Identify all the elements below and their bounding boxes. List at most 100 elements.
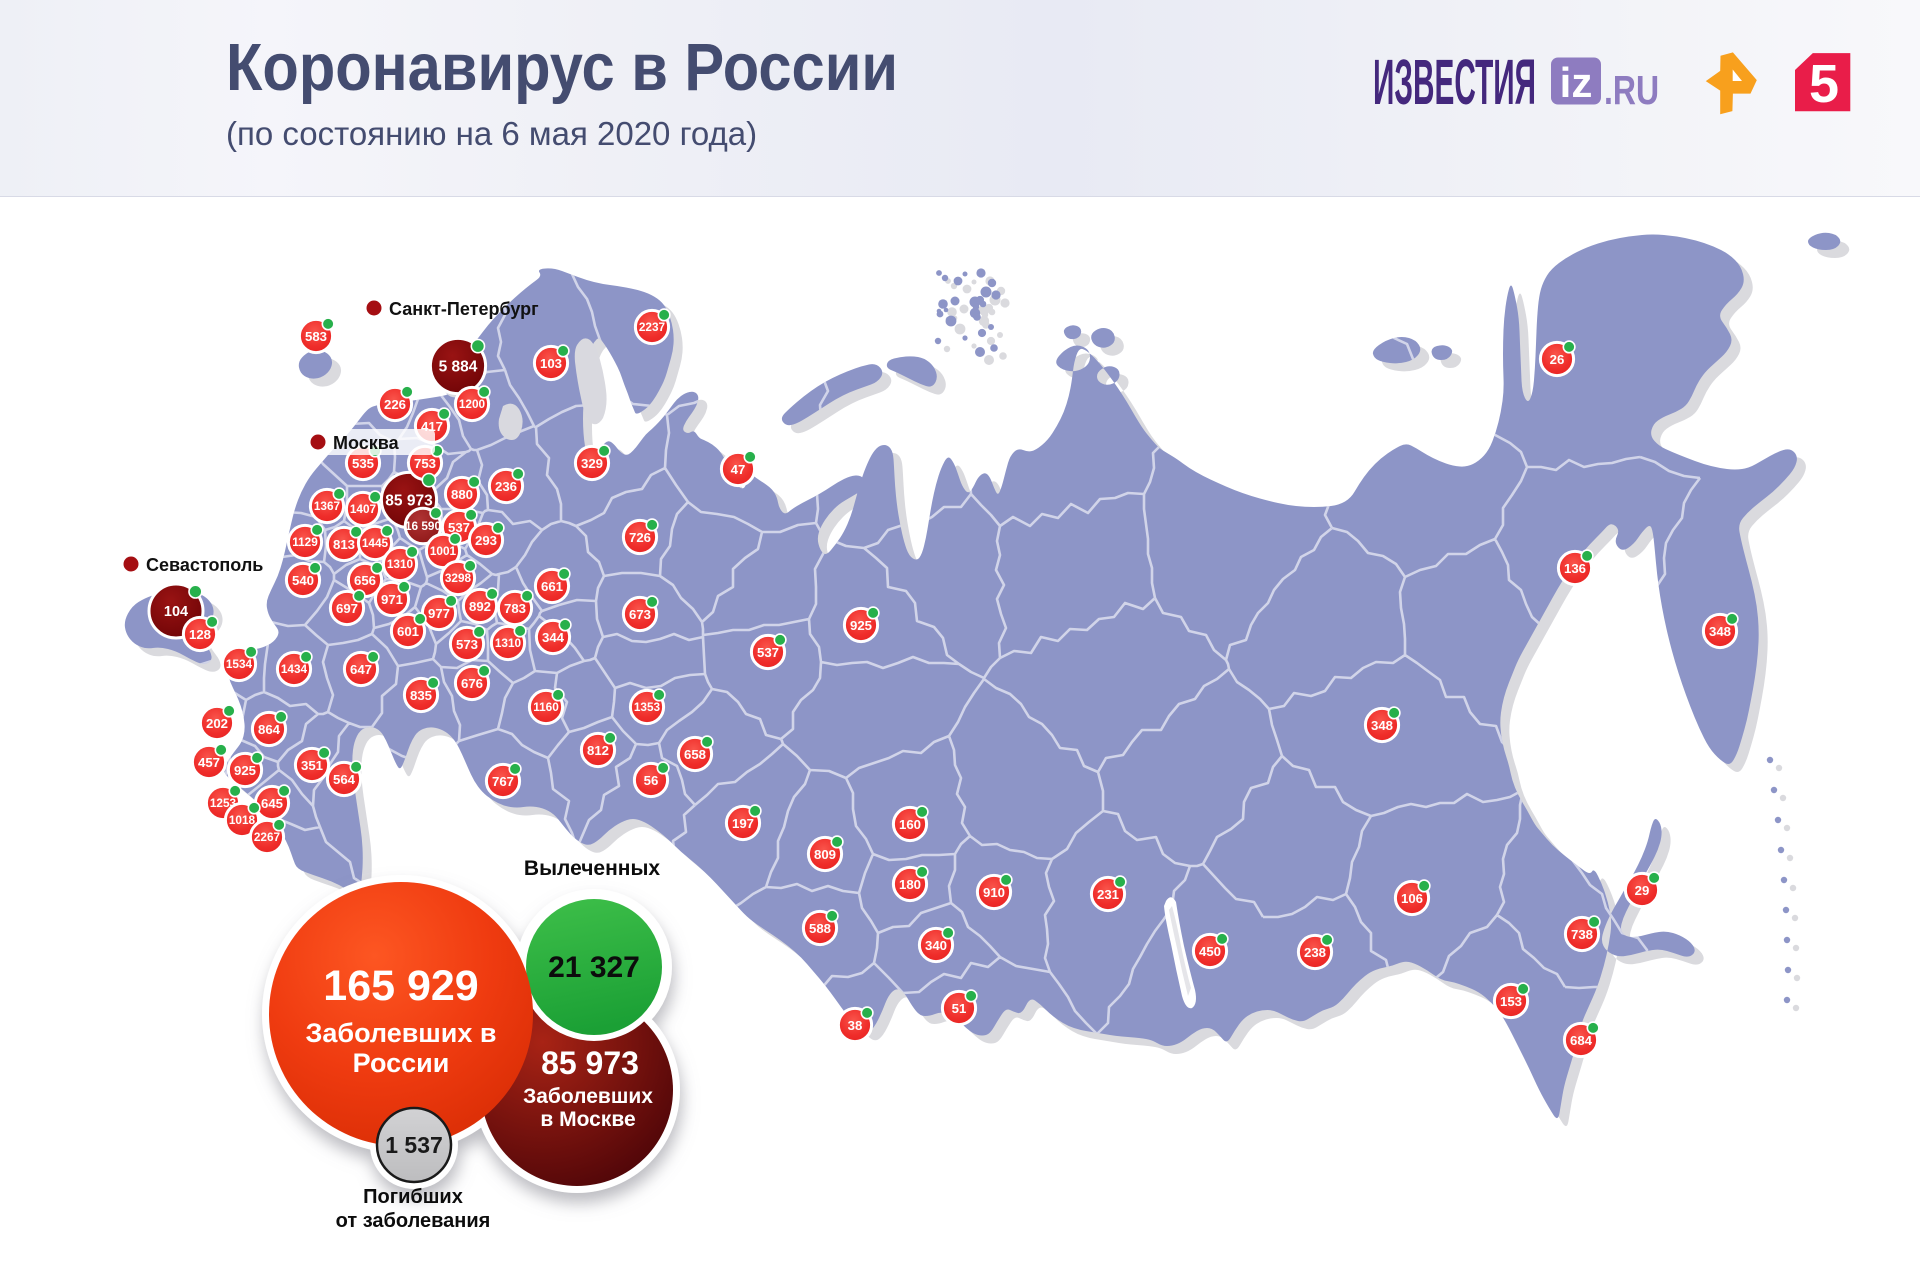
svg-text:658: 658 xyxy=(684,747,706,762)
svg-text:684: 684 xyxy=(1570,1033,1593,1048)
svg-text:537: 537 xyxy=(448,520,470,535)
svg-text:от заболевания: от заболевания xyxy=(336,1210,491,1232)
svg-text:925: 925 xyxy=(850,618,872,633)
svg-text:450: 450 xyxy=(1199,944,1221,959)
svg-text:656: 656 xyxy=(354,573,376,588)
svg-text:1407: 1407 xyxy=(350,502,377,516)
svg-text:Заболевших: Заболевших xyxy=(523,1085,653,1108)
svg-text:1129: 1129 xyxy=(292,535,318,549)
svg-text:767: 767 xyxy=(492,774,514,789)
svg-text:647: 647 xyxy=(350,662,372,677)
svg-text:85 973: 85 973 xyxy=(541,1045,639,1081)
svg-text:880: 880 xyxy=(451,487,473,502)
svg-text:1445: 1445 xyxy=(362,536,389,550)
svg-text:340: 340 xyxy=(925,938,947,953)
svg-text:136: 136 xyxy=(1564,561,1586,576)
svg-text:.RU: .RU xyxy=(1604,67,1659,113)
svg-text:738: 738 xyxy=(1571,927,1593,942)
svg-text:104: 104 xyxy=(164,604,188,620)
svg-text:29: 29 xyxy=(1635,883,1650,898)
svg-text:5 884: 5 884 xyxy=(439,359,478,376)
svg-text:910: 910 xyxy=(983,885,1005,900)
svg-text:573: 573 xyxy=(456,637,478,652)
svg-text:Заболевших в: Заболевших в xyxy=(305,1018,496,1048)
svg-text:809: 809 xyxy=(814,847,836,862)
svg-text:676: 676 xyxy=(461,676,483,691)
svg-text:238: 238 xyxy=(1304,945,1326,960)
svg-text:540: 540 xyxy=(292,573,314,588)
svg-text:971: 971 xyxy=(381,592,403,607)
svg-text:2267: 2267 xyxy=(254,830,281,844)
svg-text:Москва: Москва xyxy=(333,433,400,453)
svg-text:1310: 1310 xyxy=(387,557,414,571)
svg-text:153: 153 xyxy=(1500,994,1522,1009)
svg-text:в Москве: в Москве xyxy=(540,1108,635,1131)
svg-text:293: 293 xyxy=(475,533,497,548)
svg-text:85 973: 85 973 xyxy=(385,493,433,510)
svg-text:38: 38 xyxy=(848,1018,863,1033)
svg-text:51: 51 xyxy=(952,1001,967,1016)
svg-text:348: 348 xyxy=(1371,718,1393,733)
svg-text:1367: 1367 xyxy=(314,499,341,513)
svg-text:726: 726 xyxy=(629,530,651,545)
svg-text:236: 236 xyxy=(495,479,517,494)
svg-text:165 929: 165 929 xyxy=(323,962,478,1010)
svg-text:588: 588 xyxy=(809,921,831,936)
svg-text:892: 892 xyxy=(469,599,491,614)
svg-text:783: 783 xyxy=(504,601,526,616)
svg-text:1353: 1353 xyxy=(634,700,661,714)
svg-text:1001: 1001 xyxy=(430,544,457,558)
svg-text:1018: 1018 xyxy=(229,813,256,827)
svg-text:202: 202 xyxy=(206,716,228,731)
svg-text:344: 344 xyxy=(542,630,565,645)
svg-text:128: 128 xyxy=(189,627,211,642)
svg-text:47: 47 xyxy=(731,462,746,477)
svg-text:645: 645 xyxy=(261,796,283,811)
svg-text:601: 601 xyxy=(397,624,419,639)
svg-text:2237: 2237 xyxy=(639,320,666,334)
svg-text:226: 226 xyxy=(384,397,406,412)
svg-text:России: России xyxy=(353,1048,450,1078)
svg-text:457: 457 xyxy=(198,755,220,770)
svg-text:1310: 1310 xyxy=(495,636,522,650)
svg-text:3298: 3298 xyxy=(445,571,472,585)
svg-text:103: 103 xyxy=(540,356,562,371)
svg-text:Севастополь: Севастополь xyxy=(146,555,263,575)
svg-text:329: 329 xyxy=(581,456,603,471)
svg-text:583: 583 xyxy=(305,329,327,344)
svg-text:160: 160 xyxy=(899,817,921,832)
svg-text:1200: 1200 xyxy=(459,397,486,411)
svg-text:231: 231 xyxy=(1097,887,1119,902)
svg-text:Санкт-Петербург: Санкт-Петербург xyxy=(389,299,539,319)
svg-text:5: 5 xyxy=(1809,54,1839,114)
svg-text:977: 977 xyxy=(428,606,450,621)
svg-text:537: 537 xyxy=(757,645,779,660)
svg-text:1534: 1534 xyxy=(226,657,253,671)
svg-text:1160: 1160 xyxy=(533,700,559,714)
svg-text:56: 56 xyxy=(644,773,659,788)
svg-text:661: 661 xyxy=(541,579,563,594)
svg-text:iz: iz xyxy=(1560,59,1593,106)
svg-text:106: 106 xyxy=(1401,891,1423,906)
svg-text:864: 864 xyxy=(258,722,281,737)
svg-text:26: 26 xyxy=(1550,352,1565,367)
svg-text:Погибших: Погибших xyxy=(363,1186,463,1208)
svg-text:197: 197 xyxy=(732,816,754,831)
svg-text:348: 348 xyxy=(1709,624,1731,639)
svg-text:21 327: 21 327 xyxy=(548,951,640,984)
svg-text:1434: 1434 xyxy=(281,662,308,676)
svg-text:813: 813 xyxy=(333,537,355,552)
svg-text:Вылеченных: Вылеченных xyxy=(524,857,660,880)
svg-text:673: 673 xyxy=(629,607,651,622)
svg-text:564: 564 xyxy=(333,772,356,787)
svg-text:812: 812 xyxy=(587,743,609,758)
svg-text:1 537: 1 537 xyxy=(385,1132,443,1158)
svg-text:ИЗВЕСТИЯ: ИЗВЕСТИЯ xyxy=(1373,46,1536,118)
svg-text:535: 535 xyxy=(352,456,374,471)
svg-text:180: 180 xyxy=(899,877,921,892)
svg-text:16 590: 16 590 xyxy=(405,519,442,533)
svg-text:351: 351 xyxy=(301,758,323,773)
svg-text:835: 835 xyxy=(410,688,432,703)
svg-text:925: 925 xyxy=(234,763,256,778)
svg-text:697: 697 xyxy=(336,601,358,616)
